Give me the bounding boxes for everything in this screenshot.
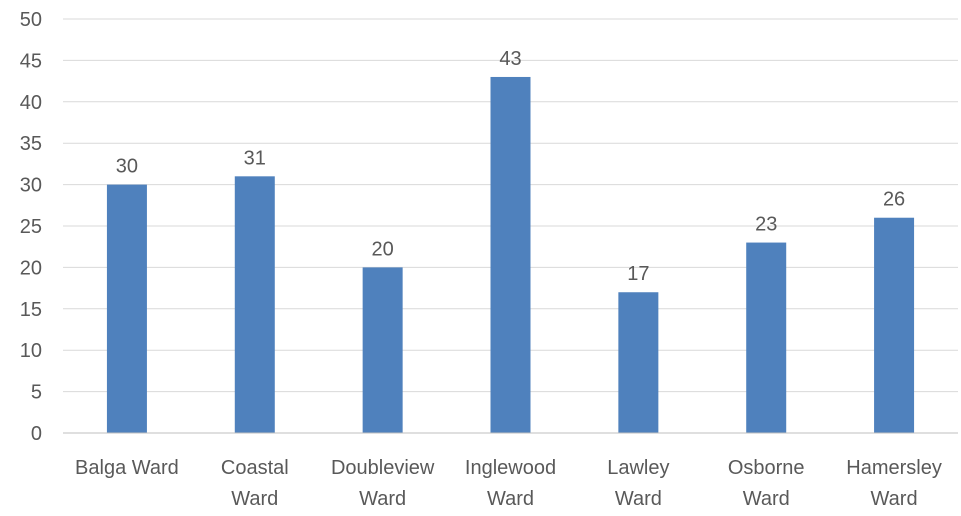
y-tick-label: 40	[20, 92, 42, 114]
bar	[746, 242, 787, 433]
x-category-label: Ward	[359, 488, 406, 510]
x-category-label: Inglewood	[465, 457, 556, 479]
x-axis-category-labels: Balga Ward Coastal Ward Doubleview Ward Ingle…	[75, 457, 942, 510]
x-category-label: Ward	[487, 488, 534, 510]
y-tick-label: 50	[20, 9, 42, 31]
y-axis-tick-labels: 0 5 10 15 20 25 30 35 40 45 50	[20, 9, 42, 445]
bar	[618, 292, 659, 433]
x-category-label: Hamersley	[846, 457, 942, 479]
x-category-label: Coastal	[221, 457, 289, 479]
x-category-label: Ward	[231, 488, 278, 510]
bar	[234, 176, 275, 433]
y-tick-label: 15	[20, 299, 42, 321]
data-label: 30	[116, 156, 138, 178]
y-tick-label: 0	[31, 423, 42, 445]
bar	[106, 184, 147, 433]
y-tick-label: 20	[20, 257, 42, 279]
x-category-label: Lawley	[607, 457, 669, 479]
bar	[490, 76, 531, 434]
data-label: 26	[883, 189, 905, 211]
y-tick-label: 5	[31, 382, 42, 404]
data-label: 17	[627, 263, 649, 285]
data-label: 43	[499, 48, 521, 70]
data-label: 20	[372, 238, 394, 260]
bars	[106, 76, 915, 434]
data-labels: 30 31 20 43 17 23 26	[116, 48, 905, 285]
y-tick-label: 25	[20, 216, 42, 238]
bar	[362, 267, 403, 433]
x-category-label: Ward	[743, 488, 790, 510]
y-tick-label: 10	[20, 340, 42, 362]
x-category-label: Balga Ward	[75, 457, 179, 479]
x-category-label: Doubleview	[331, 457, 435, 479]
bar	[874, 217, 915, 433]
x-category-label: Ward	[871, 488, 918, 510]
y-tick-label: 35	[20, 133, 42, 155]
y-tick-label: 45	[20, 50, 42, 72]
data-label: 23	[755, 214, 777, 236]
data-label: 31	[244, 147, 266, 169]
x-category-label: Osborne	[728, 457, 805, 479]
x-category-label: Ward	[615, 488, 662, 510]
y-tick-label: 30	[20, 175, 42, 197]
